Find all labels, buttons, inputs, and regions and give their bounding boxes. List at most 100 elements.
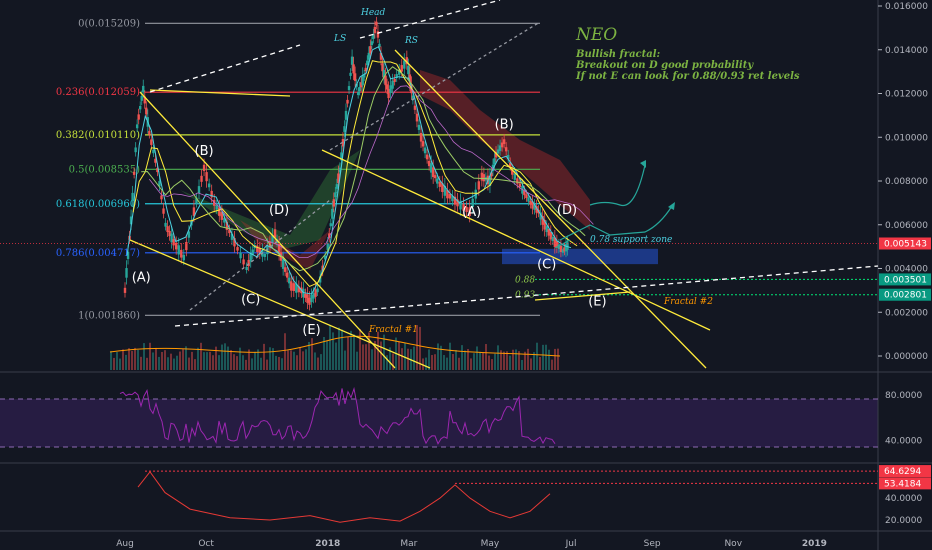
trendline-top-1	[149, 89, 291, 97]
volume-bar	[416, 325, 418, 370]
projection-arrow-2-tail	[554, 239, 571, 249]
volume-bar	[503, 351, 505, 370]
volume-bar	[419, 326, 421, 370]
candle-body	[563, 247, 566, 252]
candle-body	[531, 201, 534, 209]
note-line-1: Bullish fractal:	[575, 49, 661, 60]
fib-level-label: 1(0.001860)	[78, 310, 140, 321]
volume-bar	[194, 359, 196, 370]
wave-label: (E)	[302, 323, 320, 338]
candle-body	[205, 172, 208, 182]
candle-body	[145, 107, 148, 115]
volume-bar	[425, 357, 427, 370]
volume-bar	[260, 357, 262, 370]
volume-bar	[281, 358, 283, 370]
candle-body	[295, 283, 298, 293]
price-tick-label: 0.006000	[885, 221, 928, 231]
candle-body	[245, 266, 248, 271]
candle-body	[443, 185, 447, 196]
candle-body	[366, 60, 369, 66]
volume-bar	[398, 341, 400, 370]
volume-bar	[248, 349, 250, 370]
lower-tick-label: 40.0000	[885, 494, 922, 504]
candle-body	[154, 158, 157, 163]
fib-level-label: 0.786(0.004717)	[56, 248, 140, 259]
candle-body	[456, 199, 459, 207]
candle-body	[367, 52, 371, 60]
wave-label: (D)	[269, 203, 289, 218]
candle-body	[263, 253, 267, 257]
support-zone-label: 0.78 support zone	[590, 235, 672, 245]
candle-body	[271, 235, 274, 243]
candle-body	[249, 253, 252, 262]
candle-body	[419, 132, 423, 142]
volume-bar	[179, 351, 181, 370]
volume-ma	[109, 335, 561, 357]
volume-bar	[224, 343, 226, 370]
volume-bar	[500, 350, 502, 370]
volume-bar	[491, 359, 493, 370]
candle-body	[451, 195, 454, 202]
price-tick-label: 0.000000	[885, 352, 928, 362]
time-tick-label: Aug	[116, 539, 134, 549]
candle-body	[555, 241, 559, 248]
candle-body	[207, 183, 211, 188]
volume-bar	[434, 354, 436, 370]
candle-body	[213, 199, 216, 206]
volume-bar	[377, 331, 379, 370]
volume-bar	[155, 347, 157, 370]
price-tick-label: 0.010000	[885, 133, 928, 143]
candle-body	[462, 203, 465, 211]
candle-body	[535, 206, 538, 213]
volume-bar	[332, 332, 334, 370]
volume-bar	[554, 348, 556, 370]
volume-bar	[497, 345, 499, 370]
candle-body	[242, 259, 245, 265]
volume-bar	[137, 349, 139, 370]
candle-body	[192, 207, 196, 216]
volume-bar	[119, 358, 121, 370]
fractal-2-a	[534, 291, 631, 301]
volume-bar	[254, 351, 256, 370]
candle-body	[379, 52, 383, 60]
note-line-3: If not E can look for 0.88/0.93 ret leve…	[575, 71, 800, 82]
candle-body	[170, 233, 173, 243]
volume-bar	[116, 352, 118, 370]
volume-bar	[536, 342, 538, 370]
volume-bar	[320, 354, 322, 370]
lower-indicator-line	[137, 470, 551, 523]
volume-bar	[305, 349, 307, 370]
candle-body	[506, 154, 510, 159]
volume-bar	[407, 348, 409, 370]
candle-body	[148, 131, 151, 135]
volume-bar	[263, 343, 265, 370]
volume-bar	[110, 351, 112, 370]
candle-body	[326, 243, 329, 250]
candle-body	[393, 78, 396, 82]
projection-arrow-1-head	[640, 160, 646, 168]
volume-bar	[302, 351, 304, 370]
candle-body	[228, 229, 231, 234]
volume-bar	[527, 348, 529, 370]
lower-level-badge	[879, 477, 931, 490]
volume-bar	[524, 351, 526, 370]
candle-body	[346, 99, 349, 104]
volume-bar	[272, 348, 274, 370]
candle-body	[360, 82, 363, 88]
current-price-badge	[879, 237, 931, 250]
volume-bar	[338, 327, 340, 370]
volume-bar	[323, 336, 325, 370]
price-tick-label: 0.016000	[885, 2, 928, 12]
candle-body	[459, 200, 462, 210]
volume-bar	[365, 344, 367, 370]
candle-body	[134, 147, 137, 153]
candle-body	[349, 72, 352, 76]
candle-body	[172, 239, 175, 246]
candle-body	[375, 21, 378, 26]
wave-label: (B)	[495, 118, 514, 133]
fractal-2-label: Fractal #2	[663, 297, 713, 307]
volume-bar	[314, 352, 316, 370]
candle-body	[220, 212, 224, 220]
trendline-resistance-1	[139, 91, 396, 369]
